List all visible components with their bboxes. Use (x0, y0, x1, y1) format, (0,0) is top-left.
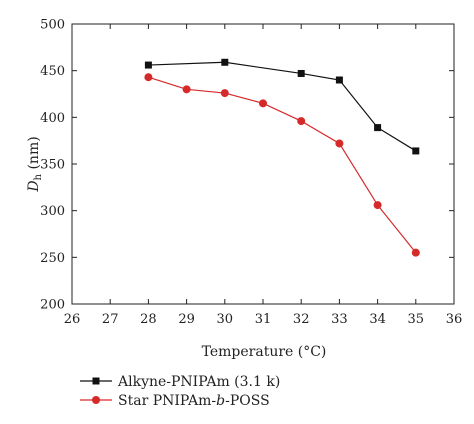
plot-frame (71, 23, 455, 305)
y-axis-title-main: D (26, 180, 42, 192)
axes: 26 27 28 29 30 31 32 33 34 35 36 200 250 300 350 400 450… (40, 18, 462, 328)
legend-label-part: Star PNIPAm- (118, 393, 216, 409)
data-point-series-1 (412, 147, 420, 155)
x-tick-label: 33 (331, 312, 348, 327)
series-layer (144, 58, 420, 257)
legend-marker-2 (92, 396, 100, 404)
data-point-series-1 (335, 76, 343, 84)
y-axis-title-sub: h (33, 173, 44, 180)
y-tick-label: 400 (40, 111, 65, 126)
data-point-series-1 (297, 69, 305, 77)
y-tick-label: 350 (40, 158, 65, 173)
y-tick-label: 200 (40, 298, 65, 313)
y-tick-label: 250 (40, 251, 65, 266)
data-point-series-1 (144, 61, 152, 69)
y-tick-label: 500 (40, 18, 65, 33)
data-point-series-2 (220, 89, 229, 98)
data-point-series-1 (221, 58, 229, 66)
legend-label-part: b (216, 393, 225, 409)
series-line-2 (148, 76, 417, 254)
x-tick-label: 26 (64, 312, 81, 327)
y-tick-label: 450 (40, 64, 65, 79)
x-tick-label: 28 (140, 312, 157, 327)
legend-label-part: Alkyne-PNIPAm (3.1 k) (117, 374, 280, 390)
legend-label-part: -POSS (225, 393, 270, 409)
data-point-series-2 (259, 99, 267, 108)
x-tick-label: 32 (293, 312, 310, 327)
x-tick-label: 34 (369, 312, 386, 327)
x-tick-label: 31 (255, 312, 272, 327)
x-tick-label: 29 (178, 312, 195, 327)
x-tick-label: 27 (102, 312, 119, 327)
legend-label-1: Alkyne-PNIPAm (3.1 k) (117, 374, 280, 390)
legend-label-2: Star PNIPAm-b-POSS (118, 393, 270, 409)
data-point-series-2 (411, 248, 420, 257)
x-tick-label: 30 (217, 312, 234, 327)
y-axis-title: Dh (nm) (26, 136, 44, 192)
data-point-series-2 (144, 73, 153, 82)
data-point-series-1 (374, 124, 382, 132)
data-point-series-2 (182, 85, 191, 94)
series-line-1 (148, 61, 417, 152)
x-tick-label: 36 (446, 312, 463, 327)
x-tick-label: 35 (408, 312, 425, 327)
data-point-series-2 (335, 139, 344, 148)
data-point-series-2 (373, 201, 382, 210)
y-axis-title-unit: (nm) (26, 136, 42, 174)
legend: Alkyne-PNIPAm (3.1 k) Star PNIPAm-b-POSS (80, 374, 280, 409)
legend-marker-1 (92, 377, 100, 385)
data-point-series-2 (297, 117, 306, 126)
x-axis-title: Temperature (°C) (202, 344, 327, 360)
y-tick-label: 300 (40, 204, 65, 219)
